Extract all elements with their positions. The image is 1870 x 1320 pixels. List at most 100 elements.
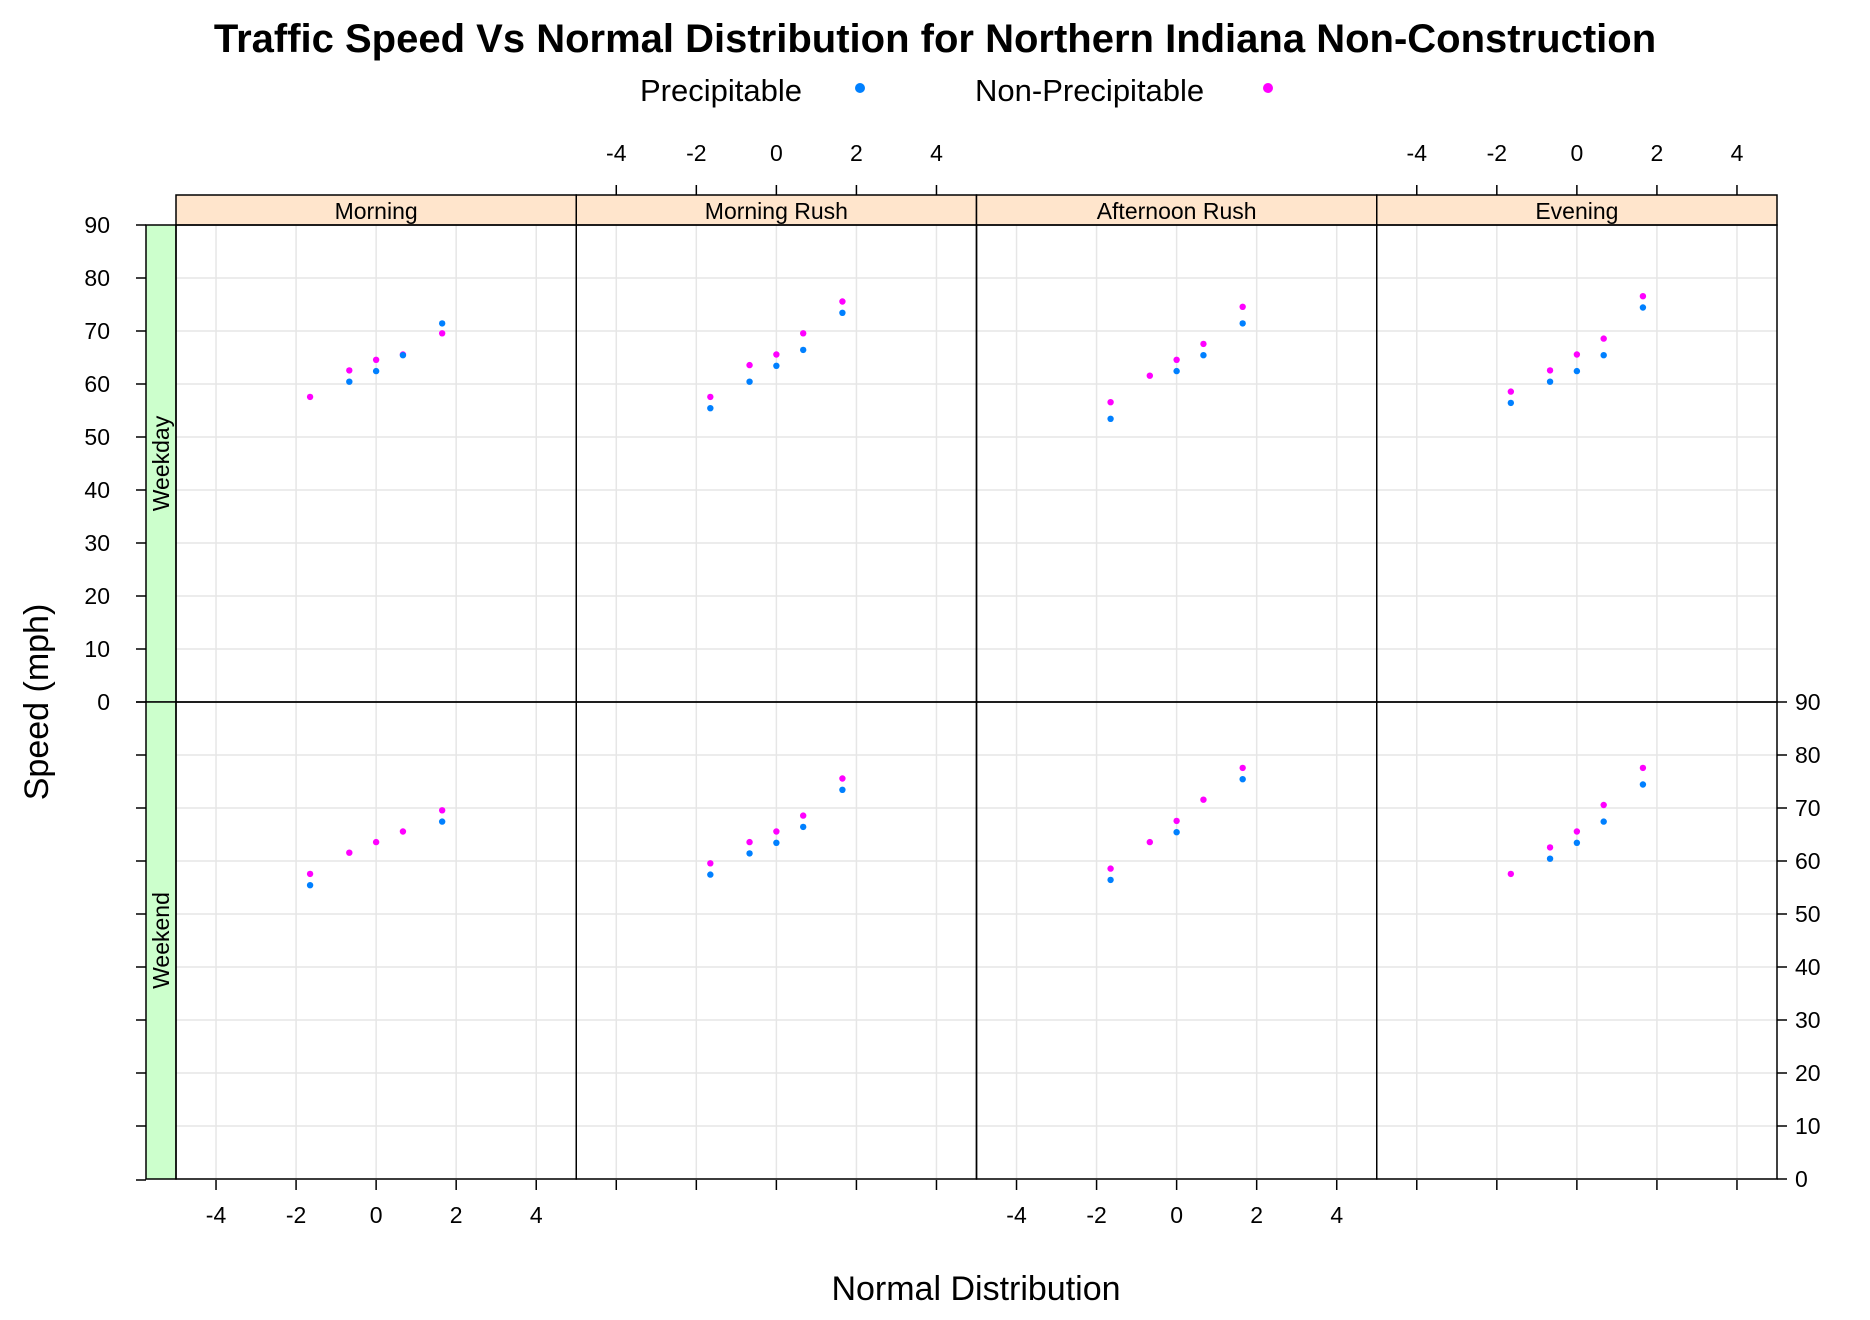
data-point-precipitable [773,362,780,369]
y-tick-label: 10 [1795,1113,1821,1139]
x-tick-label: 0 [770,140,783,166]
data-point-non-precipitable [839,298,846,305]
data-point-non-precipitable [306,870,314,878]
data-point-non-precipitable [839,775,846,782]
data-point-precipitable [839,309,846,316]
data-point-precipitable [306,882,314,889]
data-point-precipitable [1639,781,1647,788]
y-tick-label: 30 [1795,1007,1821,1033]
data-point-non-precipitable [1573,828,1581,835]
x-tick-label: 0 [1170,1202,1183,1228]
strip-label: Morning Rush [705,198,848,224]
x-tick-label: 2 [1250,1202,1263,1228]
data-point-precipitable [1239,320,1246,327]
data-point-precipitable [1173,829,1180,836]
data-point-non-precipitable [707,860,714,867]
data-point-precipitable [1639,304,1647,311]
data-point-precipitable [1546,855,1554,862]
data-point-precipitable [1573,367,1581,375]
y-tick-label: 60 [84,371,110,397]
x-tick-label: -2 [286,1202,306,1228]
data-point-non-precipitable [1146,372,1154,379]
data-point-precipitable [839,786,846,793]
data-point-non-precipitable [799,812,807,819]
data-point-non-precipitable [773,351,780,358]
data-point-precipitable [1600,352,1607,359]
data-point-precipitable [1239,776,1246,783]
data-point-precipitable [1107,415,1114,422]
data-point-non-precipitable [1173,817,1180,825]
y-tick-label: 80 [84,265,110,291]
data-point-precipitable [1173,367,1180,375]
legend-marker-0 [855,83,865,93]
x-tick-label: 4 [1330,1202,1343,1228]
data-point-non-precipitable [1507,870,1515,878]
x-tick-label: -4 [206,1202,227,1228]
data-point-non-precipitable [1200,340,1207,348]
y-tick-label: 50 [84,424,110,450]
y-tick-label: 80 [1795,742,1821,768]
data-point-precipitable [399,352,407,359]
data-point-precipitable [746,378,753,385]
strip-weekend [145,701,177,1180]
data-point-precipitable [438,818,446,825]
data-point-non-precipitable [1573,351,1581,358]
x-tick-label: 4 [530,1202,543,1228]
data-point-precipitable [438,320,446,327]
y-axis-title: Speed (mph) [18,604,56,801]
x-tick-label: 2 [1651,140,1664,166]
data-point-non-precipitable [346,849,353,856]
x-tick-label: -2 [1487,140,1507,166]
y-tick-label: 20 [1795,1060,1821,1086]
data-point-non-precipitable [773,828,780,835]
strip-afternoon-rush [975,194,1378,226]
data-point-non-precipitable [399,828,407,835]
x-tick-label: -2 [1086,1202,1106,1228]
strip-morning-rush [575,194,978,226]
data-point-precipitable [1507,399,1515,407]
legend-label-0: Precipitable [640,73,802,108]
data-point-non-precipitable [1200,796,1207,803]
y-tick-label: 20 [84,583,110,609]
data-point-precipitable [372,367,380,375]
x-tick-label: -4 [606,140,627,166]
strip-label: Evening [1535,198,1618,224]
x-tick-label: 0 [370,1202,383,1228]
legend-marker-1 [1263,83,1273,93]
data-point-precipitable [1600,818,1607,825]
y-tick-label: 50 [1795,901,1821,927]
data-point-precipitable [799,823,807,831]
data-point-non-precipitable [746,361,753,369]
data-point-non-precipitable [1107,865,1114,872]
data-point-precipitable [799,346,807,354]
data-point-non-precipitable [746,838,753,846]
y-tick-label: 40 [84,477,110,503]
x-tick-label: -4 [1407,140,1428,166]
legend-label-1: Non-Precipitable [975,73,1204,108]
x-tick-label: 4 [1731,140,1744,166]
strip-label: Weekend [148,892,174,989]
y-tick-label: 70 [84,318,110,344]
data-point-non-precipitable [346,367,353,374]
data-point-non-precipitable [707,393,714,401]
x-tick-label: 2 [450,1202,463,1228]
data-point-non-precipitable [438,807,446,814]
data-point-non-precipitable [1107,399,1114,406]
data-point-precipitable [746,850,753,857]
x-tick-label: -4 [1006,1202,1027,1228]
data-point-non-precipitable [799,330,807,337]
data-point-precipitable [773,839,780,846]
y-tick-label: 90 [1795,689,1821,715]
data-point-non-precipitable [372,838,380,846]
data-point-non-precipitable [1146,838,1154,846]
strip-label: Afternoon Rush [1097,198,1257,224]
data-point-non-precipitable [1546,844,1554,851]
y-tick-label: 30 [84,530,110,556]
data-point-precipitable [707,871,714,878]
data-point-non-precipitable [1639,764,1647,772]
data-point-precipitable [1546,378,1554,385]
data-point-precipitable [1107,876,1114,884]
chart-title: Traffic Speed Vs Normal Distribution for… [214,17,1656,61]
data-point-non-precipitable [306,393,314,401]
